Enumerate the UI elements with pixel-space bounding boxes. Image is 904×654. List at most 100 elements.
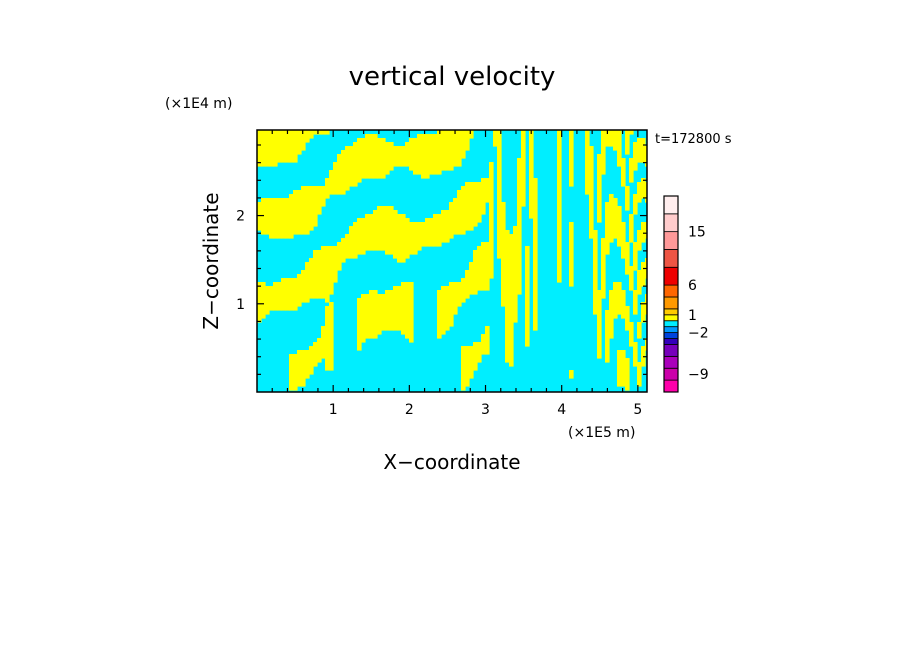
field-cell (309, 186, 314, 231)
field-cell (417, 134, 422, 175)
field-cell (453, 130, 458, 167)
field-cell (385, 206, 390, 255)
field-cell (629, 266, 634, 291)
field-cell (261, 198, 266, 235)
field-cell (441, 130, 446, 171)
field-cell (345, 234, 350, 259)
field-cell (269, 130, 274, 167)
colorbar-band (663, 379, 679, 393)
field-cell (313, 186, 318, 227)
field-cell (377, 138, 382, 179)
x-axis-label: X−coordinate (383, 450, 520, 474)
field-cell (445, 130, 450, 171)
field-cell (633, 142, 638, 171)
x-unit-label: (×1E5 m) (568, 425, 635, 441)
field-cell (617, 130, 622, 167)
field-cell (285, 278, 290, 311)
field-cell (477, 342, 482, 363)
field-cell (297, 130, 302, 155)
field-cell (401, 146, 406, 167)
field-cell (293, 354, 298, 391)
field-cell (501, 202, 506, 307)
field-cell (641, 222, 646, 243)
field-cell (265, 198, 270, 235)
field-cell (373, 134, 378, 179)
field-cell (301, 350, 306, 387)
field-cell (485, 178, 490, 203)
time-label: t=172800 s (655, 132, 732, 147)
field-cell (637, 230, 642, 251)
colorbar-label: 1 (688, 308, 697, 324)
y-tick-label: 1 (236, 297, 245, 313)
field-cell (609, 194, 614, 243)
field-cell (629, 130, 634, 135)
field-cell (645, 338, 647, 351)
field-cell (305, 350, 310, 379)
field-cell (373, 290, 378, 339)
colorbar-band (663, 308, 679, 316)
field-cell (429, 134, 434, 175)
field-cell (613, 282, 618, 319)
field-cell (357, 138, 362, 183)
field-cell (461, 278, 466, 303)
field-cell (321, 246, 326, 299)
field-cell (465, 270, 470, 299)
field-cell (621, 350, 626, 387)
field-cell (517, 158, 522, 295)
colorbar-band (663, 332, 679, 339)
field-cell (597, 290, 602, 359)
field-cell (569, 370, 574, 379)
field-cell (297, 274, 302, 307)
field-cell (461, 346, 466, 391)
field-cell (273, 130, 278, 167)
field-cell (321, 130, 326, 135)
y-unit-label: (×1E4 m) (165, 96, 232, 112)
field-cell (405, 282, 410, 339)
field-cell (333, 246, 338, 283)
field-cell (437, 290, 442, 339)
field-cell (569, 130, 574, 187)
field-cell (441, 210, 446, 243)
field-cell (301, 270, 306, 303)
field-cell (265, 286, 270, 315)
field-cell (637, 138, 642, 163)
field-cell (269, 198, 274, 239)
field-cell (469, 182, 474, 231)
field-cell (385, 290, 390, 331)
field-cell (489, 162, 494, 279)
field-cell (381, 294, 386, 331)
field-cell (597, 154, 602, 223)
field-cell (281, 130, 286, 163)
field-cell (533, 178, 538, 331)
field-cell (377, 294, 382, 335)
field-cell (641, 178, 646, 199)
field-cell (629, 158, 634, 183)
field-cell (613, 198, 618, 239)
field-cell (293, 190, 298, 235)
field-cell (465, 182, 470, 231)
colorbar-band (663, 266, 679, 286)
field-cell (529, 130, 534, 219)
field-cell (477, 182, 482, 223)
field-cell (281, 198, 286, 239)
field-cell (589, 146, 594, 239)
field-cell (389, 290, 394, 331)
field-cell (637, 362, 642, 387)
field-cell (401, 282, 406, 335)
field-cell (329, 246, 334, 295)
field-cell (473, 250, 478, 295)
field-cell (633, 242, 638, 271)
field-cell (289, 354, 294, 391)
field-cell (469, 130, 474, 139)
field-cell (313, 130, 318, 135)
colorbar-band (663, 320, 679, 328)
colorbar-label: −9 (688, 367, 709, 383)
field-cell (633, 290, 638, 315)
field-cell (449, 282, 454, 327)
field-cell (369, 134, 374, 179)
field-cell (353, 142, 358, 187)
field-cell (337, 154, 342, 195)
field-cell (309, 346, 314, 375)
field-cell (257, 202, 262, 231)
